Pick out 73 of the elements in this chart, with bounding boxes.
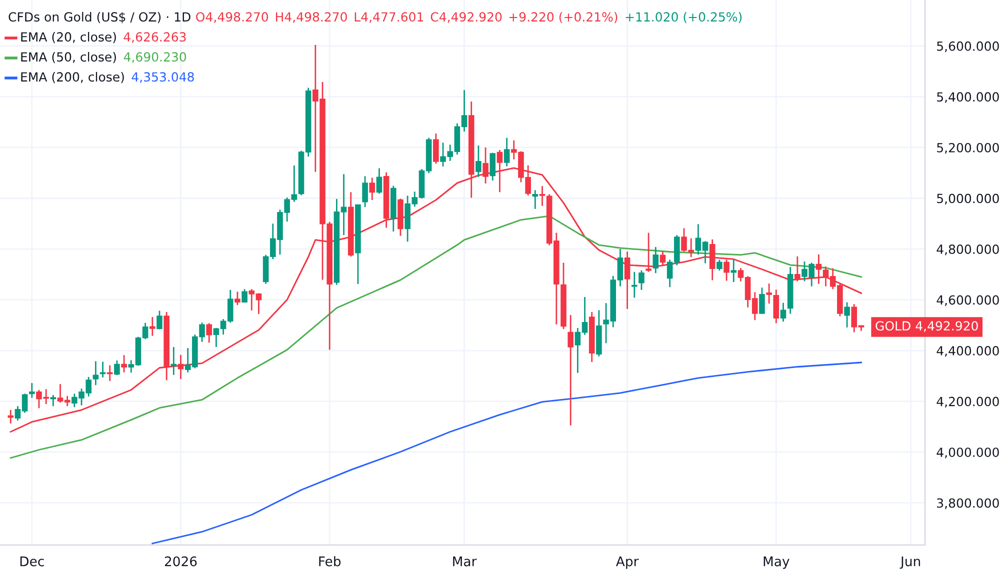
x-tick-label: Mar (453, 556, 477, 566)
candlestick (490, 152, 496, 182)
candlestick (92, 360, 99, 386)
candlestick (50, 394, 56, 407)
legend-label: EMA (20, close) (21, 32, 116, 44)
candlestick (28, 382, 35, 398)
legend-label: EMA (200, close) (21, 72, 124, 84)
x-tick-label: Jun (900, 556, 920, 569)
y-tick-label: 4,200.000 (936, 396, 999, 408)
candlestick (631, 271, 638, 298)
x-tick-label: May (764, 556, 790, 569)
candlestick (476, 144, 482, 178)
candlestick (100, 361, 106, 378)
candlestick (206, 322, 212, 344)
legend-label: EMA (50, close) (21, 52, 116, 64)
annotation: 4,690.230 (124, 52, 186, 63)
y-tick-label: 4,800.000 (936, 244, 999, 256)
candlestick (369, 176, 376, 201)
candlestick (652, 246, 659, 274)
y-tick-label: 5,200.000 (937, 142, 999, 154)
x-tick-label: Dec (20, 556, 44, 566)
line-series (152, 362, 862, 544)
candlestick (242, 288, 248, 304)
candlestick (660, 250, 666, 266)
candlestick (504, 137, 510, 167)
y-tick-label: 5,000.000 (937, 194, 999, 204)
annotation: H4,498.270 (276, 12, 347, 23)
candlestick (759, 286, 765, 314)
candlestick (816, 254, 822, 284)
candlestick (794, 256, 800, 282)
y-tick-label: 4,000.000 (936, 448, 999, 458)
candlestick (730, 258, 737, 283)
annotation: 4,626.263 (124, 32, 186, 43)
annotation: +11.020 (+0.25%) (626, 12, 742, 24)
annotation: 4,353.048 (132, 72, 194, 83)
annotation: +9.220 (+0.21%) (509, 12, 618, 24)
candlestick (114, 360, 120, 376)
candlestick (156, 310, 162, 330)
y-tick-label: 4,600.000 (936, 295, 999, 306)
candlestick (362, 175, 368, 208)
candlestick (178, 354, 184, 380)
candlestick (433, 132, 439, 164)
candlestick (646, 232, 652, 273)
annotation: C4,492.920 (430, 12, 502, 23)
x-tick-label: Feb (319, 556, 341, 566)
y-tick-label: 5,600.000 (937, 41, 999, 52)
annotation: L4,477.601 (354, 12, 424, 23)
candlestick (780, 302, 786, 322)
candlestick (234, 290, 240, 306)
candlestick (121, 354, 127, 374)
candlestick (624, 250, 630, 310)
candlestick (766, 282, 772, 304)
x-tick-label: Apr (616, 556, 639, 569)
annotation: O4,498.270 (196, 12, 268, 23)
candlestick (8, 409, 14, 424)
candlestick (844, 302, 850, 328)
candlestick (716, 258, 722, 272)
candlestick (532, 189, 538, 210)
candlestick (568, 314, 574, 426)
candlestick (773, 288, 780, 324)
x-tick-label: 2026 (164, 556, 197, 566)
annotation: GOLD 4,492.920 (876, 321, 978, 332)
line-series (10, 215, 862, 459)
y-tick-label: 5,400.000 (937, 92, 999, 103)
candlestick (106, 364, 113, 382)
text: CFDs on Gold (US$ / OZ) · 1D (8, 12, 190, 24)
candlestick (724, 258, 730, 282)
candlestick (539, 185, 546, 207)
y-tick-label: 4,400.000 (936, 346, 999, 357)
y-tick-label: 3,800.000 (937, 498, 999, 510)
candlestick (376, 168, 382, 194)
candlestick (149, 316, 156, 337)
candlestick (638, 270, 644, 291)
